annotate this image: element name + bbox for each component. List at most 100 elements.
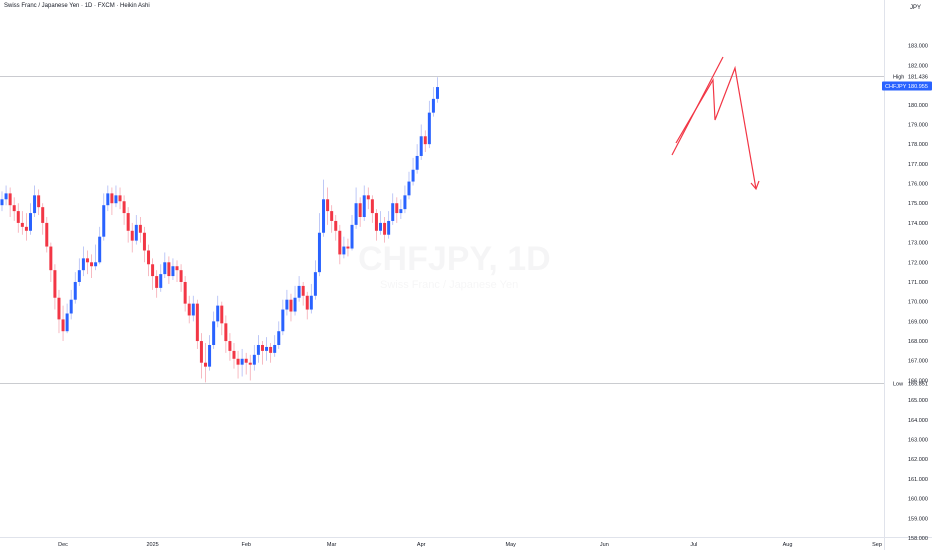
y-tick-label: 183.000 — [908, 44, 928, 50]
candle-body — [110, 193, 114, 204]
x-tick-label: Feb — [241, 542, 250, 548]
y-tick-label: 182.000 — [908, 63, 928, 69]
candle-body — [301, 285, 305, 296]
candle-body — [252, 354, 256, 365]
y-tick-label: 178.000 — [908, 142, 928, 148]
x-tick-label: Apr — [417, 542, 426, 548]
low-value: 165.851 — [908, 381, 928, 387]
candle-body — [106, 193, 110, 206]
candle-body — [240, 358, 244, 365]
candle-body — [187, 303, 191, 316]
y-tick-label: 162.000 — [908, 457, 928, 463]
candle-body — [427, 112, 431, 145]
high-value: 181.436 — [908, 74, 928, 80]
y-tick-label: 176.000 — [908, 182, 928, 188]
candle-body — [94, 262, 98, 267]
candle-body — [220, 305, 224, 324]
candle-body — [12, 205, 16, 212]
y-tick-label: 173.000 — [908, 241, 928, 247]
candle-body — [281, 309, 285, 332]
candle-body — [28, 213, 32, 231]
candle-body — [228, 341, 232, 351]
y-tick-label: 163.000 — [908, 438, 928, 444]
x-tick-label: Jun — [600, 542, 609, 548]
candle-body — [77, 270, 81, 282]
candle-body — [232, 350, 236, 359]
candle-body — [85, 258, 89, 263]
candle-body — [199, 341, 203, 363]
candle-body — [61, 319, 65, 332]
candle-body — [326, 199, 330, 212]
y-tick-label: 180.000 — [908, 103, 928, 109]
candle-body — [57, 297, 61, 320]
candle-body — [16, 211, 20, 223]
y-tick-label: 165.000 — [908, 398, 928, 404]
y-tick-label: 169.000 — [908, 319, 928, 325]
y-tick-label: 174.000 — [908, 221, 928, 227]
candle-body — [114, 195, 118, 204]
candle-body — [20, 222, 24, 227]
candle-body — [208, 344, 212, 367]
candle-body — [297, 285, 301, 298]
x-tick-label: 2025 — [146, 542, 158, 548]
candle-body — [391, 203, 395, 221]
y-tick-label: 179.000 — [908, 122, 928, 128]
candle-body — [370, 199, 374, 214]
candle-body — [138, 224, 142, 233]
candle-body — [354, 203, 358, 225]
candle-body — [155, 276, 159, 288]
candle-body — [49, 246, 53, 271]
candle-body — [102, 205, 106, 237]
candle-body — [285, 299, 289, 310]
candle-body — [151, 264, 155, 277]
candle-body — [379, 222, 383, 231]
candle-body — [293, 297, 297, 312]
candle-body — [126, 213, 130, 231]
candle-body — [216, 305, 220, 322]
candle-body — [265, 346, 269, 351]
x-tick-label: Jul — [690, 542, 697, 548]
candle-body — [346, 246, 350, 249]
candle-body — [431, 98, 435, 113]
candle-body — [90, 262, 94, 267]
candle-body — [317, 232, 321, 273]
current-price-badge — [882, 81, 932, 91]
candle-body — [244, 358, 248, 363]
candle-body — [256, 344, 260, 355]
candle-body — [142, 232, 146, 251]
candle-body — [159, 274, 163, 288]
candle-body — [342, 246, 346, 255]
candle-body — [195, 303, 199, 342]
y-tick-label: 171.000 — [908, 280, 928, 286]
candle-body — [305, 295, 309, 310]
candle-body — [269, 346, 273, 353]
candle-body — [334, 220, 338, 231]
candle-body — [179, 270, 183, 282]
currency-label: JPY — [909, 5, 921, 11]
y-tick-label: 164.000 — [908, 418, 928, 424]
candle-body — [41, 207, 45, 223]
candle-body — [122, 201, 126, 214]
y-tick-label: 158.000 — [908, 536, 928, 542]
candle-body — [33, 195, 37, 214]
candle-body — [69, 299, 73, 314]
candle-body — [4, 193, 8, 200]
candle-body — [387, 220, 391, 235]
candle-body — [24, 226, 28, 231]
candle-body — [175, 266, 179, 271]
x-tick-label: Sep — [872, 542, 882, 548]
candle-body — [415, 155, 419, 170]
candle-body — [248, 362, 252, 365]
candle-body — [411, 169, 415, 182]
current-price: 180.955 — [908, 84, 928, 90]
candle-body — [366, 195, 370, 200]
candle-body — [37, 195, 41, 208]
candle-body — [224, 323, 228, 342]
candle-body — [358, 203, 362, 218]
candle-body — [53, 270, 57, 298]
candle-body — [98, 236, 102, 263]
candle-body — [212, 321, 216, 345]
candle-body — [0, 199, 4, 206]
